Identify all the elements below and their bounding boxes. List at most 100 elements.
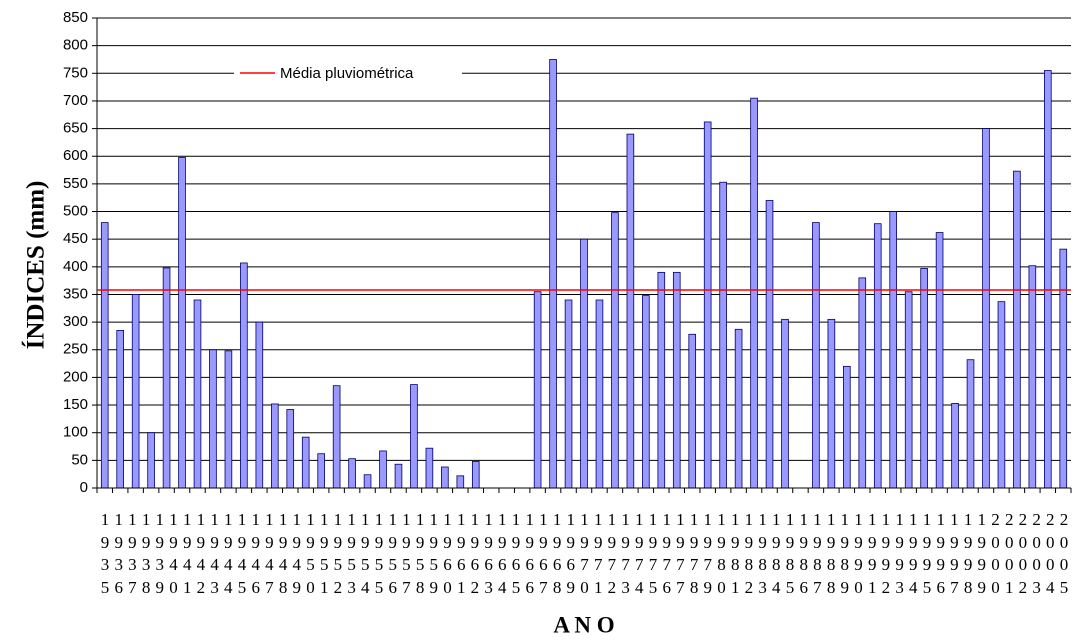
bar: [719, 181, 727, 489]
bar: [379, 450, 387, 489]
bar: [703, 121, 712, 489]
x-tick-label: 1938: [141, 510, 151, 597]
x-tick-label: 1942: [196, 510, 206, 597]
x-tick-label: 1968: [552, 510, 562, 597]
bar: [688, 333, 697, 489]
x-tick-label: 1953: [347, 510, 356, 597]
x-tick-label: 1961: [456, 510, 466, 597]
x-tick-label: 2001: [1004, 510, 1014, 597]
bar: [410, 384, 418, 489]
x-tick-label: 1966: [525, 510, 534, 597]
bar: [332, 385, 341, 489]
bar: [1013, 170, 1021, 489]
x-tick-label: 1946: [251, 510, 260, 597]
y-tick-label: 100: [63, 424, 88, 441]
x-tick-label: 1982: [744, 510, 754, 597]
x-tick-label: 1990: [854, 510, 863, 597]
x-tick-label: 2005: [1059, 510, 1069, 597]
bar: [1028, 265, 1037, 489]
x-tick-label: 1984: [772, 510, 781, 597]
x-tick-label: 1962: [470, 510, 480, 597]
x-tick-label: 1992: [881, 510, 891, 597]
x-tick-label: 1943: [210, 510, 219, 597]
bar: [626, 133, 635, 489]
y-tick-label: 0: [80, 479, 88, 496]
bar: [100, 222, 109, 489]
bar: [982, 128, 990, 489]
bar: [240, 262, 248, 489]
x-tick-label: 1963: [484, 510, 493, 597]
x-tick-label: 1976: [662, 510, 671, 597]
bar: [193, 299, 202, 489]
x-tick-label: 1969: [566, 510, 576, 597]
bar: [147, 432, 155, 489]
bar: [611, 212, 619, 489]
x-tick-label: 1979: [703, 510, 713, 597]
x-tick-label: 1958: [415, 510, 425, 597]
bar: [1059, 248, 1068, 489]
x-tick-label: 1996: [936, 510, 945, 597]
bar: [209, 349, 217, 489]
y-tick-label: 500: [63, 202, 88, 219]
x-tick-label: 1975: [648, 510, 658, 597]
x-tick-label: 1994: [909, 510, 918, 597]
bar: [441, 466, 449, 489]
x-tick-label: 1947: [265, 510, 274, 597]
x-tick-label: 1973: [621, 510, 630, 597]
x-tick-label: 1939: [155, 510, 165, 597]
x-tick-label: 1945: [237, 510, 247, 597]
y-tick-label: 250: [63, 341, 88, 358]
y-tick-label: 700: [63, 92, 88, 109]
bar: [255, 321, 264, 489]
bar: [286, 409, 295, 489]
bar: [672, 271, 681, 489]
x-tick-label: 1998: [963, 510, 973, 597]
x-tick-label: 1949: [292, 510, 302, 597]
x-tick-label: 1981: [730, 510, 740, 597]
bar: [843, 365, 851, 489]
x-tick-label: 1980: [717, 510, 726, 597]
x-tick-label: 2003: [1032, 510, 1041, 597]
x-tick-label: 1956: [388, 510, 397, 597]
x-tick-label: 1948: [278, 510, 288, 597]
bar: [270, 403, 279, 489]
x-tick-label: 1993: [895, 510, 904, 597]
x-tick-label: 1991: [867, 510, 877, 597]
bar: [533, 291, 542, 489]
x-tick-label: 1960: [443, 510, 452, 597]
x-tick-label: 1959: [429, 510, 439, 597]
bar: [827, 318, 836, 489]
x-tick-label: 1957: [402, 510, 411, 597]
bar: [750, 97, 758, 489]
x-tick-label: 2000: [991, 510, 1000, 597]
y-tick-label: 300: [63, 313, 88, 330]
x-tick-label: 1999: [977, 510, 987, 597]
x-tick-label: 1944: [224, 510, 233, 597]
bar: [781, 318, 789, 489]
bar: [935, 232, 944, 489]
x-tick-label: 1997: [950, 510, 959, 597]
bar: [131, 294, 140, 489]
bar: [997, 301, 1006, 489]
bar: [966, 359, 975, 489]
x-tick-label: 1935: [100, 510, 110, 597]
x-tick-label: 1937: [128, 510, 137, 597]
x-tick-label: 1954: [361, 510, 370, 597]
bar: [920, 268, 928, 489]
x-tick-label: 1977: [676, 510, 685, 597]
x-tick-label: 2002: [1018, 510, 1028, 597]
x-tick-label: 1983: [758, 510, 767, 597]
bar: [812, 222, 820, 489]
bar: [1044, 70, 1052, 489]
bar: [456, 475, 465, 489]
bar: [116, 330, 124, 489]
bar: [317, 453, 325, 489]
y-tick-label: 800: [63, 37, 88, 54]
x-tick-label: 1985: [785, 510, 795, 597]
x-tick-label: 1965: [511, 510, 521, 597]
y-tick-label: 550: [63, 175, 88, 192]
x-tick-label: 1940: [169, 510, 178, 597]
bar: [642, 295, 650, 489]
bar: [564, 299, 573, 489]
